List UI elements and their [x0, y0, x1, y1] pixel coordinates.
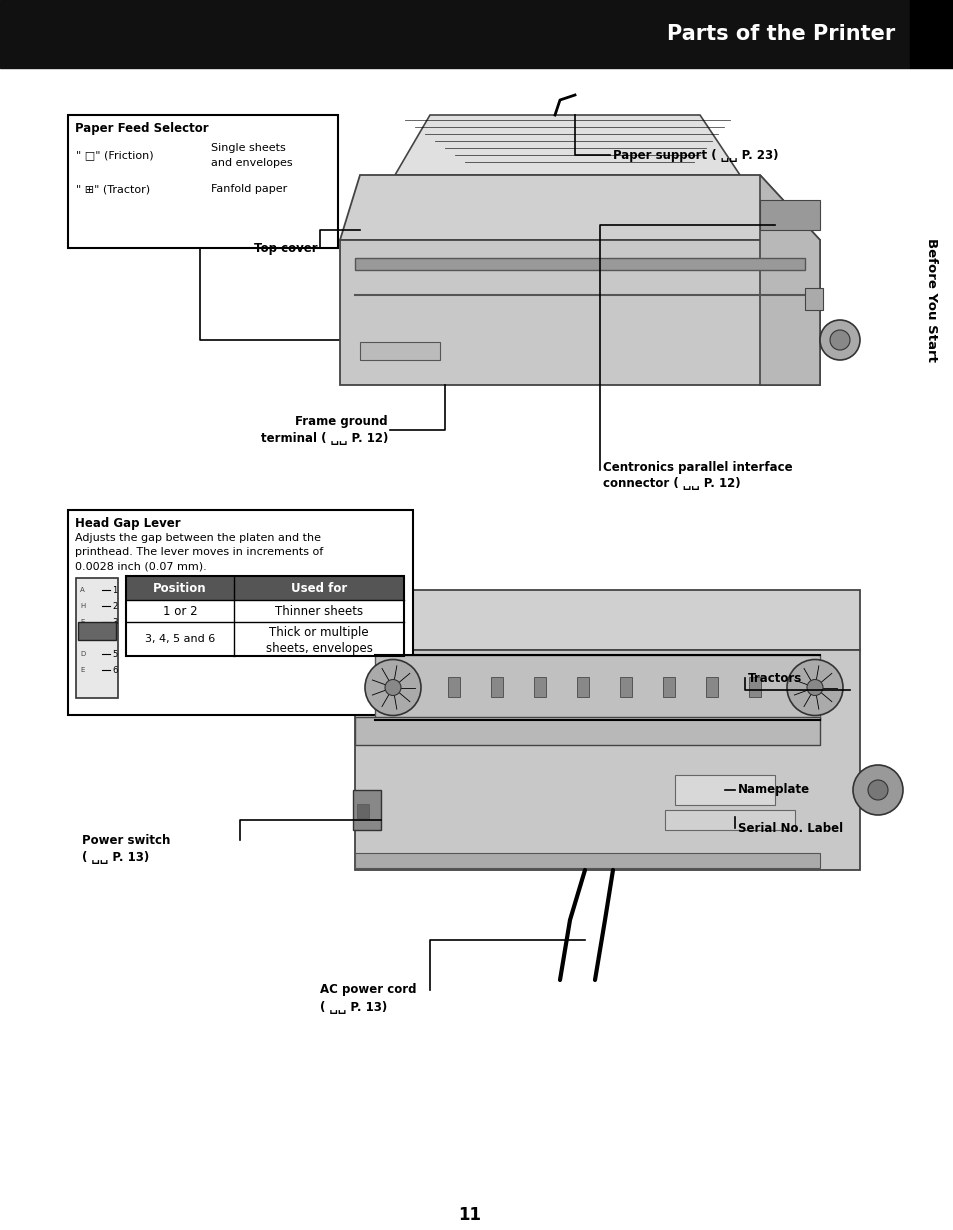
- Text: Serial No. Label: Serial No. Label: [738, 822, 842, 834]
- Bar: [577, 676, 588, 697]
- Text: 1: 1: [112, 585, 117, 594]
- Bar: [68, 114, 337, 248]
- Circle shape: [867, 780, 887, 800]
- Text: 5: 5: [112, 649, 117, 658]
- Text: terminal ( ␣␣ P. 12): terminal ( ␣␣ P. 12): [260, 432, 388, 444]
- Bar: [619, 676, 631, 697]
- Text: A: A: [80, 587, 85, 593]
- Text: 4: 4: [112, 633, 117, 642]
- Bar: [355, 258, 804, 271]
- Bar: [126, 600, 403, 622]
- Text: E: E: [80, 619, 84, 625]
- Text: 6: 6: [112, 665, 117, 674]
- Text: 2: 2: [112, 601, 117, 610]
- Text: 3, 4, 5 and 6: 3, 4, 5 and 6: [145, 633, 214, 645]
- Text: connector ( ␣␣ P. 12): connector ( ␣␣ P. 12): [602, 476, 740, 490]
- Bar: [0, 0, 909, 68]
- Text: 3: 3: [112, 617, 117, 626]
- Bar: [126, 576, 403, 600]
- Circle shape: [820, 320, 859, 360]
- Polygon shape: [339, 175, 820, 240]
- Text: 0.0028 inch (0.07 mm).: 0.0028 inch (0.07 mm).: [75, 561, 207, 571]
- Polygon shape: [345, 590, 375, 670]
- Bar: [664, 811, 794, 830]
- Bar: [534, 676, 545, 697]
- Circle shape: [786, 659, 842, 716]
- Bar: [68, 510, 413, 715]
- Text: AC power cord: AC power cord: [319, 984, 416, 996]
- Text: Fanfold paper: Fanfold paper: [211, 184, 287, 194]
- Polygon shape: [339, 240, 820, 385]
- Circle shape: [806, 679, 822, 695]
- Text: Thinner sheets: Thinner sheets: [274, 604, 363, 617]
- Polygon shape: [355, 649, 859, 870]
- Text: and envelopes: and envelopes: [211, 157, 293, 169]
- Text: 11: 11: [458, 1205, 481, 1224]
- Bar: [359, 342, 439, 360]
- Text: Tractors: Tractors: [747, 672, 801, 685]
- Circle shape: [829, 330, 849, 351]
- Text: Centronics parallel interface: Centronics parallel interface: [602, 460, 792, 474]
- Text: Parts of the Printer: Parts of the Printer: [666, 25, 894, 44]
- Polygon shape: [760, 175, 820, 385]
- Text: Power switch: Power switch: [82, 834, 171, 846]
- Text: Single sheets: Single sheets: [211, 143, 286, 153]
- Text: Head Gap Lever: Head Gap Lever: [75, 517, 180, 529]
- Text: 1 or 2: 1 or 2: [163, 604, 197, 617]
- Text: b: b: [80, 635, 84, 641]
- Text: Paper Feed Selector: Paper Feed Selector: [75, 122, 209, 134]
- Bar: [353, 790, 380, 830]
- Text: Top cover: Top cover: [254, 241, 317, 255]
- Bar: [126, 622, 403, 656]
- Text: E: E: [80, 667, 84, 673]
- Bar: [909, 0, 953, 68]
- Text: Position: Position: [153, 582, 207, 594]
- Bar: [791, 676, 803, 697]
- Circle shape: [385, 679, 400, 695]
- Text: ( ␣␣ P. 13): ( ␣␣ P. 13): [319, 1000, 387, 1014]
- Text: Chap. 1: Chap. 1: [926, 100, 936, 146]
- Bar: [491, 676, 502, 697]
- Circle shape: [852, 765, 902, 815]
- Text: Paper support ( ␣␣ P. 23): Paper support ( ␣␣ P. 23): [613, 149, 778, 161]
- Bar: [662, 676, 675, 697]
- Bar: [748, 676, 760, 697]
- Bar: [675, 775, 774, 804]
- Text: Thick or multiple: Thick or multiple: [269, 626, 369, 638]
- Bar: [126, 576, 403, 656]
- Polygon shape: [395, 114, 740, 175]
- Text: H: H: [80, 603, 85, 609]
- Text: D: D: [80, 651, 85, 657]
- Bar: [705, 676, 718, 697]
- Bar: [405, 676, 416, 697]
- Text: Adjusts the gap between the platen and the: Adjusts the gap between the platen and t…: [75, 533, 320, 542]
- Text: " ⊞" (Tractor): " ⊞" (Tractor): [76, 184, 150, 194]
- Text: Frame ground: Frame ground: [295, 415, 388, 428]
- Polygon shape: [355, 590, 859, 649]
- Bar: [78, 622, 116, 640]
- Bar: [375, 656, 820, 720]
- Bar: [76, 578, 118, 697]
- Text: Before You Start: Before You Start: [924, 239, 938, 362]
- Bar: [355, 717, 820, 745]
- Circle shape: [365, 659, 420, 716]
- Bar: [355, 852, 820, 868]
- Text: printhead. The lever moves in increments of: printhead. The lever moves in increments…: [75, 547, 323, 557]
- Text: " □" (Friction): " □" (Friction): [76, 150, 153, 160]
- Bar: [448, 676, 459, 697]
- Text: Nameplate: Nameplate: [738, 784, 809, 797]
- Bar: [760, 200, 820, 230]
- Bar: [356, 804, 369, 818]
- Text: ( ␣␣ P. 13): ( ␣␣ P. 13): [82, 850, 149, 863]
- Text: Used for: Used for: [291, 582, 347, 594]
- Text: sheets, envelopes: sheets, envelopes: [265, 642, 372, 654]
- Bar: [804, 288, 822, 310]
